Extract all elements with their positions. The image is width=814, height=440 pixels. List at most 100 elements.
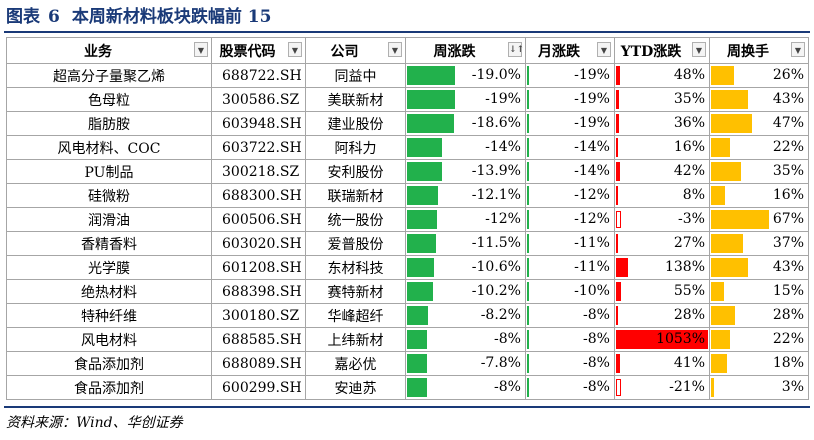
turnover-bar	[711, 210, 769, 229]
table-row: 润滑油 600506.SH 统一股份 -12% -12% -3% 67%	[6, 207, 809, 232]
table-row: 风电材料 688585.SH 上纬新材 -8% -8% 1053% 22%	[6, 327, 809, 352]
cell-company: 赛特新材	[305, 279, 406, 304]
monthly-change-bar	[527, 258, 529, 277]
ytd-change-bar	[616, 162, 620, 181]
weekly-change-bar	[407, 378, 427, 397]
sort-descending-icon[interactable]: ↓↑	[508, 42, 524, 57]
monthly-change-bar	[527, 330, 529, 349]
monthly-change-bar	[527, 306, 529, 325]
turnover-bar	[711, 234, 743, 253]
dropdown-arrow-icon[interactable]: ▼	[194, 42, 208, 57]
monthly-change-value: -12%	[574, 211, 610, 227]
cell-code: 601208.SH	[211, 255, 306, 280]
cell-ytd-change: 28%	[614, 303, 710, 328]
cell-turnover: 22%	[709, 327, 809, 352]
cell-code: 603722.SH	[211, 135, 306, 160]
dropdown-arrow-icon[interactable]: ▼	[597, 42, 611, 57]
cell-turnover: 18%	[709, 351, 809, 376]
figure-title: 图表 6 本周新材料板块跌幅前 15	[6, 4, 271, 30]
cell-company: 建业股份	[305, 111, 406, 136]
figure-label: 图表	[6, 7, 40, 27]
ytd-change-value: 28%	[673, 307, 705, 323]
cell-code: 688089.SH	[211, 351, 306, 376]
monthly-change-bar	[527, 162, 529, 181]
dropdown-arrow-icon[interactable]: ▼	[388, 42, 402, 57]
ytd-negative-bar	[616, 211, 621, 228]
source-note: 资料来源：Wind、华创证券	[6, 415, 183, 431]
monthly-change-value: -19%	[574, 67, 610, 83]
monthly-change-value: -14%	[574, 163, 610, 179]
cell-ytd-change: 42%	[614, 159, 710, 184]
cell-turnover: 67%	[709, 207, 809, 232]
ytd-change-value: 36%	[673, 115, 705, 131]
monthly-change-value: -8%	[583, 307, 610, 323]
header-sector: 业务 ▼	[6, 37, 212, 64]
cell-sector: 润滑油	[6, 207, 212, 232]
cell-code: 300218.SZ	[211, 159, 306, 184]
turnover-bar	[711, 138, 730, 157]
cell-company: 华峰超纤	[305, 303, 406, 328]
turnover-bar	[711, 282, 724, 301]
cell-code: 688585.SH	[211, 327, 306, 352]
turnover-bar	[711, 354, 727, 373]
cell-code: 688722.SH	[211, 63, 306, 88]
turnover-value: 28%	[772, 307, 804, 323]
weekly-change-bar	[407, 138, 442, 157]
cell-code: 603948.SH	[211, 111, 306, 136]
monthly-change-value: -8%	[583, 331, 610, 347]
cell-turnover: 22%	[709, 135, 809, 160]
ytd-change-value: 138%	[664, 259, 705, 275]
weekly-change-value: -12.1%	[471, 187, 521, 203]
weekly-change-value: -11.5%	[471, 235, 521, 251]
ytd-change-value: -21%	[669, 379, 705, 395]
cell-turnover: 16%	[709, 183, 809, 208]
cell-sector: 食品添加剂	[6, 351, 212, 376]
cell-weekly-change: -8%	[405, 375, 526, 400]
ytd-change-bar	[616, 66, 620, 85]
cell-code: 600506.SH	[211, 207, 306, 232]
header-monthly-change: 月涨跌 ▼	[525, 37, 615, 64]
dropdown-arrow-icon[interactable]: ▼	[791, 42, 805, 57]
cell-company: 美联新材	[305, 87, 406, 112]
weekly-change-value: -12%	[485, 211, 521, 227]
cell-turnover: 26%	[709, 63, 809, 88]
weekly-change-bar	[407, 90, 455, 109]
bottom-rule	[4, 406, 810, 408]
cell-ytd-change: 55%	[614, 279, 710, 304]
turnover-value: 15%	[772, 283, 804, 299]
turnover-bar	[711, 306, 735, 325]
weekly-change-value: -14%	[485, 139, 521, 155]
cell-sector: 香精香料	[6, 231, 212, 256]
weekly-change-bar	[407, 66, 455, 85]
table-row: 香精香料 603020.SH 爱普股份 -11.5% -11% 27% 37%	[6, 231, 809, 256]
cell-monthly-change: -10%	[525, 279, 615, 304]
cell-company: 东材科技	[305, 255, 406, 280]
cell-monthly-change: -11%	[525, 255, 615, 280]
dropdown-arrow-icon[interactable]: ▼	[288, 42, 302, 57]
turnover-value: 37%	[772, 235, 804, 251]
cell-ytd-change: 27%	[614, 231, 710, 256]
ytd-change-value: 1053%	[656, 331, 705, 347]
monthly-change-value: -11%	[574, 259, 610, 275]
ytd-change-value: -3%	[678, 211, 705, 227]
weekly-change-value: -10.2%	[471, 283, 521, 299]
turnover-value: 47%	[772, 115, 804, 131]
figure-number: 6	[48, 7, 60, 27]
turnover-bar	[711, 114, 752, 133]
weekly-change-bar	[407, 282, 433, 301]
cell-ytd-change: -21%	[614, 375, 710, 400]
top-rule	[4, 31, 810, 33]
turnover-bar	[711, 66, 734, 85]
ytd-change-bar	[616, 354, 620, 373]
monthly-change-bar	[527, 378, 529, 397]
monthly-change-value: -8%	[583, 355, 610, 371]
dropdown-arrow-icon[interactable]: ▼	[692, 42, 706, 57]
cell-weekly-change: -10.2%	[405, 279, 526, 304]
cell-monthly-change: -14%	[525, 135, 615, 160]
cell-weekly-change: -19.0%	[405, 63, 526, 88]
table-body: 超高分子量聚乙烯 688722.SH 同益中 -19.0% -19% 48% 26% 色母粒 3…	[6, 63, 809, 400]
ytd-change-value: 8%	[682, 187, 705, 203]
cell-weekly-change: -8.2%	[405, 303, 526, 328]
table-row: 食品添加剂 688089.SH 嘉必优 -7.8% -8% 41% 18%	[6, 351, 809, 376]
ytd-change-value: 41%	[673, 355, 705, 371]
